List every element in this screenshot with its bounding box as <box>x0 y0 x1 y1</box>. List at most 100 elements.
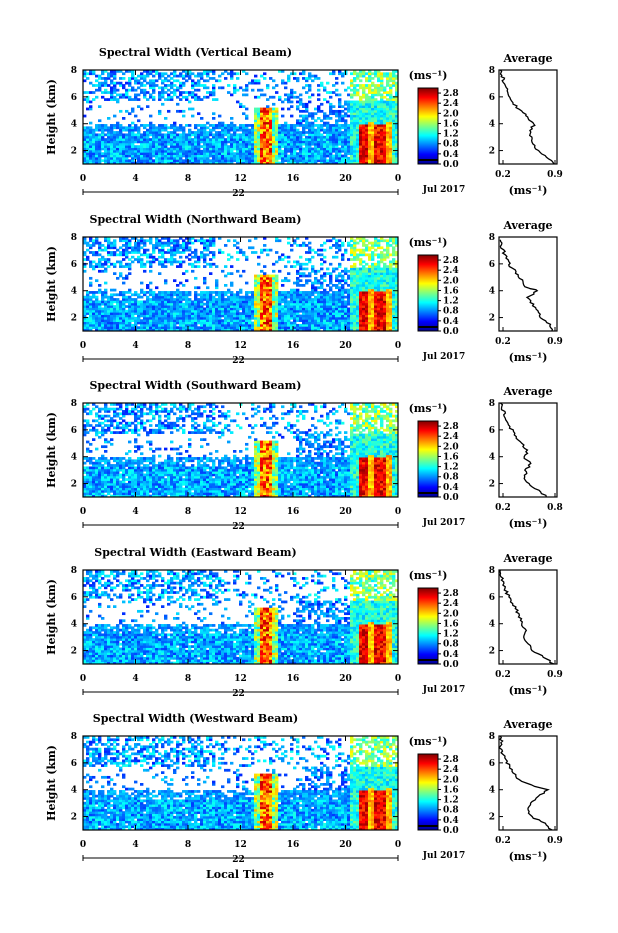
heatmap-cell <box>137 126 140 129</box>
heatmap-cell <box>332 138 335 141</box>
heatmap-cell <box>254 324 257 327</box>
heatmap-cell <box>146 303 149 306</box>
heatmap-cell <box>188 152 191 155</box>
heatmap-cell <box>341 124 344 127</box>
heatmap-cell <box>377 138 380 141</box>
heatmap-cell <box>344 319 347 322</box>
heatmap-cell <box>296 293 299 296</box>
heatmap-cell <box>347 289 350 292</box>
heatmap-cell <box>344 89 347 92</box>
heatmap-cell <box>302 72 305 75</box>
heatmap-cell <box>260 249 263 252</box>
heatmap-cell <box>119 152 122 155</box>
heatmap-cell <box>113 72 116 75</box>
heatmap-cell <box>158 131 161 134</box>
heatmap-cell <box>152 131 155 134</box>
heatmap-cell <box>326 308 329 311</box>
heatmap-cell <box>230 122 233 125</box>
heatmap-cell <box>296 96 299 99</box>
heatmap-cell <box>296 312 299 315</box>
heatmap-cell <box>329 148 332 151</box>
heatmap-cell <box>221 126 224 129</box>
heatmap-cell <box>182 322 185 325</box>
heatmap-cell <box>101 296 104 299</box>
heatmap-cell <box>353 117 356 120</box>
heatmap-cell <box>299 131 302 134</box>
heatmap-cell <box>332 319 335 322</box>
heatmap-cell <box>107 258 110 261</box>
heatmap-cell <box>212 159 215 162</box>
heatmap-cell <box>122 126 125 129</box>
heatmap-cell <box>236 133 239 136</box>
heatmap-cell <box>335 324 338 327</box>
heatmap-cell <box>143 75 146 78</box>
heatmap-cell <box>107 298 110 301</box>
heatmap-cell <box>287 148 290 151</box>
heatmap-cell <box>368 150 371 153</box>
heatmap-cell <box>242 126 245 129</box>
heatmap-cell <box>338 157 341 160</box>
heatmap-cell <box>125 324 128 327</box>
heatmap-cell <box>356 300 359 303</box>
heatmap-cell <box>275 291 278 294</box>
heatmap-cell <box>260 133 263 136</box>
heatmap-cell <box>269 145 272 148</box>
heatmap-cell <box>239 105 242 108</box>
heatmap-cell <box>353 286 356 289</box>
heatmap-cell <box>233 126 236 129</box>
heatmap-cell <box>374 108 377 111</box>
heatmap-cell <box>176 75 179 78</box>
heatmap-cell <box>359 312 362 315</box>
heatmap-cell <box>320 124 323 127</box>
heatmap-cell <box>179 98 182 101</box>
heatmap-cell <box>218 141 221 144</box>
heatmap-cell <box>386 84 389 87</box>
heatmap-cell <box>86 148 89 151</box>
heatmap-cell <box>131 261 134 264</box>
heatmap-cell <box>203 131 206 134</box>
heatmap-cell <box>329 308 332 311</box>
heatmap-cell <box>350 249 353 252</box>
heatmap-cell <box>131 305 134 308</box>
heatmap-cell <box>302 293 305 296</box>
heatmap-cell <box>89 145 92 148</box>
heatmap-cell <box>323 303 326 306</box>
heatmap-cell <box>323 291 326 294</box>
heatmap-cell <box>275 303 278 306</box>
heatmap-cell <box>113 155 116 158</box>
heatmap-cell <box>110 89 113 92</box>
heatmap-cell <box>311 310 314 313</box>
heatmap-cell <box>386 124 389 127</box>
heatmap-cell <box>356 256 359 259</box>
heatmap-cell <box>107 136 110 139</box>
heatmap-cell <box>116 249 119 252</box>
heatmap-cell <box>116 131 119 134</box>
heatmap-cell <box>215 319 218 322</box>
heatmap-cell <box>191 150 194 153</box>
heatmap-cell <box>239 249 242 252</box>
heatmap-cell <box>110 263 113 266</box>
heatmap-cell <box>224 138 227 141</box>
heatmap-cell <box>356 291 359 294</box>
heatmap-cell <box>263 148 266 151</box>
heatmap-cell <box>209 155 212 158</box>
heatmap-cell <box>194 145 197 148</box>
heatmap-cell <box>323 322 326 325</box>
heatmap-cell <box>89 284 92 287</box>
heatmap-cell <box>326 296 329 299</box>
heatmap-cell <box>242 308 245 311</box>
heatmap-cell <box>137 159 140 162</box>
heatmap-cell <box>245 291 248 294</box>
heatmap-cell <box>341 110 344 113</box>
heatmap-cell <box>266 98 269 101</box>
heatmap-cell <box>122 308 125 311</box>
heatmap-cell <box>227 312 230 315</box>
heatmap-cell <box>182 131 185 134</box>
heatmap-cell <box>254 108 257 111</box>
heatmap-cell <box>131 86 134 89</box>
heatmap-cell <box>278 148 281 151</box>
heatmap-cell <box>311 150 314 153</box>
heatmap-cell <box>326 312 329 315</box>
heatmap-cell <box>146 75 149 78</box>
heatmap-cell <box>356 136 359 139</box>
